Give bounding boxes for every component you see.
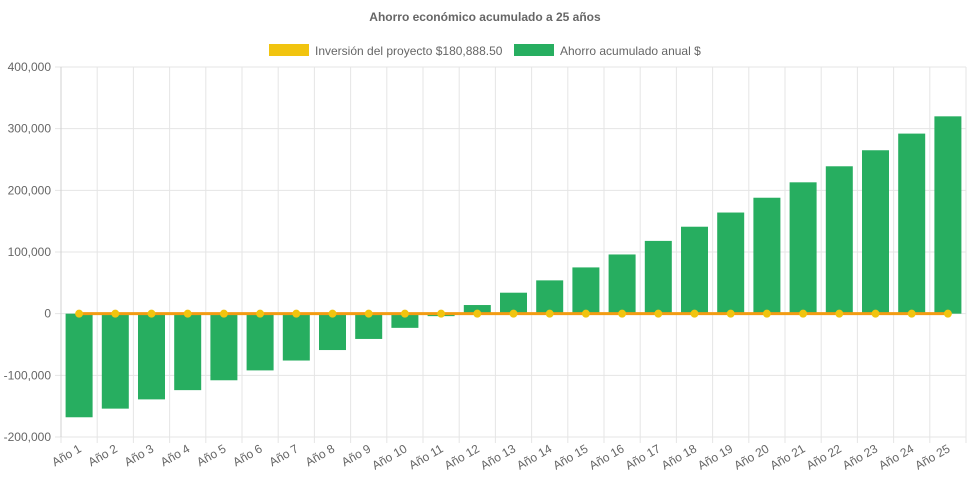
x-tick-label: Año 19 bbox=[695, 441, 735, 472]
line-point bbox=[545, 309, 554, 318]
line-point bbox=[183, 309, 192, 318]
chart-grid bbox=[55, 66, 967, 443]
bar bbox=[391, 313, 419, 328]
bar bbox=[463, 305, 491, 314]
bar bbox=[934, 116, 962, 314]
bar bbox=[210, 313, 238, 381]
line-point bbox=[581, 309, 590, 318]
x-tick-label: Año 3 bbox=[122, 441, 156, 469]
line-point bbox=[75, 309, 84, 318]
x-tick-label: Año 23 bbox=[840, 441, 880, 472]
legend-swatch bbox=[514, 44, 554, 56]
line-point bbox=[364, 309, 373, 318]
chart-title: Ahorro económico acumulado a 25 años bbox=[369, 10, 601, 24]
line-point bbox=[328, 309, 337, 318]
bar bbox=[282, 313, 310, 361]
x-tick-label: Año 5 bbox=[194, 441, 228, 469]
x-tick-label: Año 20 bbox=[731, 441, 771, 472]
line-point bbox=[219, 309, 228, 318]
bar bbox=[608, 254, 636, 314]
line-point bbox=[256, 309, 265, 318]
y-tick-label: -200,000 bbox=[4, 430, 52, 444]
line-point bbox=[437, 309, 446, 318]
bar bbox=[319, 313, 346, 351]
line-point bbox=[871, 309, 880, 318]
x-tick-label: Año 10 bbox=[369, 441, 409, 472]
legend-label: Inversión del proyecto $180,888.50 bbox=[315, 44, 503, 58]
legend-item[interactable]: Ahorro acumulado anual $ bbox=[514, 44, 701, 58]
line-point bbox=[111, 309, 120, 318]
chart-legend: Inversión del proyecto $180,888.50 Ahorro… bbox=[269, 44, 701, 58]
line-point bbox=[799, 309, 808, 318]
line-point bbox=[400, 309, 409, 318]
x-tick-label: Año 15 bbox=[550, 441, 590, 472]
bar bbox=[572, 267, 600, 314]
y-tick-label: -100,000 bbox=[4, 368, 52, 382]
x-tick-label: Año 17 bbox=[623, 441, 663, 472]
x-tick-label: Año 6 bbox=[230, 441, 264, 469]
line-point bbox=[907, 309, 916, 318]
bar bbox=[862, 150, 889, 314]
bar bbox=[898, 133, 926, 314]
x-tick-label: Año 4 bbox=[158, 441, 192, 469]
bar-series bbox=[65, 116, 962, 418]
line-point bbox=[618, 309, 627, 318]
bar bbox=[500, 292, 527, 314]
y-tick-label: 400,000 bbox=[8, 60, 52, 74]
x-tick-label: Año 11 bbox=[406, 441, 445, 472]
line-point bbox=[762, 309, 771, 318]
x-tick-label: Año 21 bbox=[768, 441, 808, 472]
x-tick-label: Año 14 bbox=[514, 441, 554, 472]
bar bbox=[101, 313, 129, 409]
y-axis: 400,000 300,000 200,000 100,000 0 -100,000 -20… bbox=[4, 60, 62, 444]
bar bbox=[681, 226, 708, 314]
bar bbox=[789, 182, 817, 314]
x-axis: Año 1 Año 2 Año 3 Año 4 Año 5 Año 6 Año 7 Año 8… bbox=[49, 441, 952, 472]
bar bbox=[138, 313, 165, 400]
line-point bbox=[509, 309, 518, 318]
x-tick-label: Año 18 bbox=[659, 441, 699, 472]
bar bbox=[355, 313, 383, 339]
legend-item[interactable]: Inversión del proyecto $180,888.50 bbox=[269, 44, 503, 58]
line-point bbox=[147, 309, 156, 318]
bar bbox=[536, 280, 564, 314]
line-point bbox=[690, 309, 699, 318]
x-tick-label: Año 9 bbox=[339, 441, 373, 469]
x-tick-label: Año 24 bbox=[876, 441, 916, 472]
x-tick-label: Año 16 bbox=[587, 441, 627, 472]
y-tick-label: 300,000 bbox=[8, 122, 52, 136]
bar bbox=[825, 166, 853, 314]
bar bbox=[717, 212, 745, 314]
y-tick-label: 200,000 bbox=[8, 183, 52, 197]
bar bbox=[65, 313, 93, 418]
line-point bbox=[835, 309, 844, 318]
y-tick-label: 100,000 bbox=[8, 245, 52, 259]
line-series bbox=[75, 309, 952, 318]
bar bbox=[753, 197, 781, 314]
legend-label: Ahorro acumulado anual $ bbox=[560, 44, 701, 58]
x-tick-label: Año 25 bbox=[912, 441, 952, 472]
bar bbox=[174, 313, 202, 391]
bar bbox=[246, 313, 274, 371]
line-point bbox=[473, 309, 482, 318]
line-point bbox=[292, 309, 301, 318]
x-tick-label: Año 22 bbox=[804, 441, 844, 472]
x-tick-label: Año 2 bbox=[86, 441, 120, 469]
x-tick-label: Año 12 bbox=[442, 441, 482, 472]
line-point bbox=[943, 309, 952, 318]
x-tick-label: Año 7 bbox=[267, 441, 301, 469]
bar bbox=[644, 240, 672, 314]
line-point bbox=[726, 309, 735, 318]
legend-swatch bbox=[269, 44, 309, 56]
x-tick-label: Año 1 bbox=[49, 441, 83, 469]
x-tick-label: Año 8 bbox=[303, 441, 337, 469]
x-tick-label: Año 13 bbox=[478, 441, 518, 472]
y-tick-label: 0 bbox=[44, 307, 51, 321]
line-point bbox=[654, 309, 663, 318]
